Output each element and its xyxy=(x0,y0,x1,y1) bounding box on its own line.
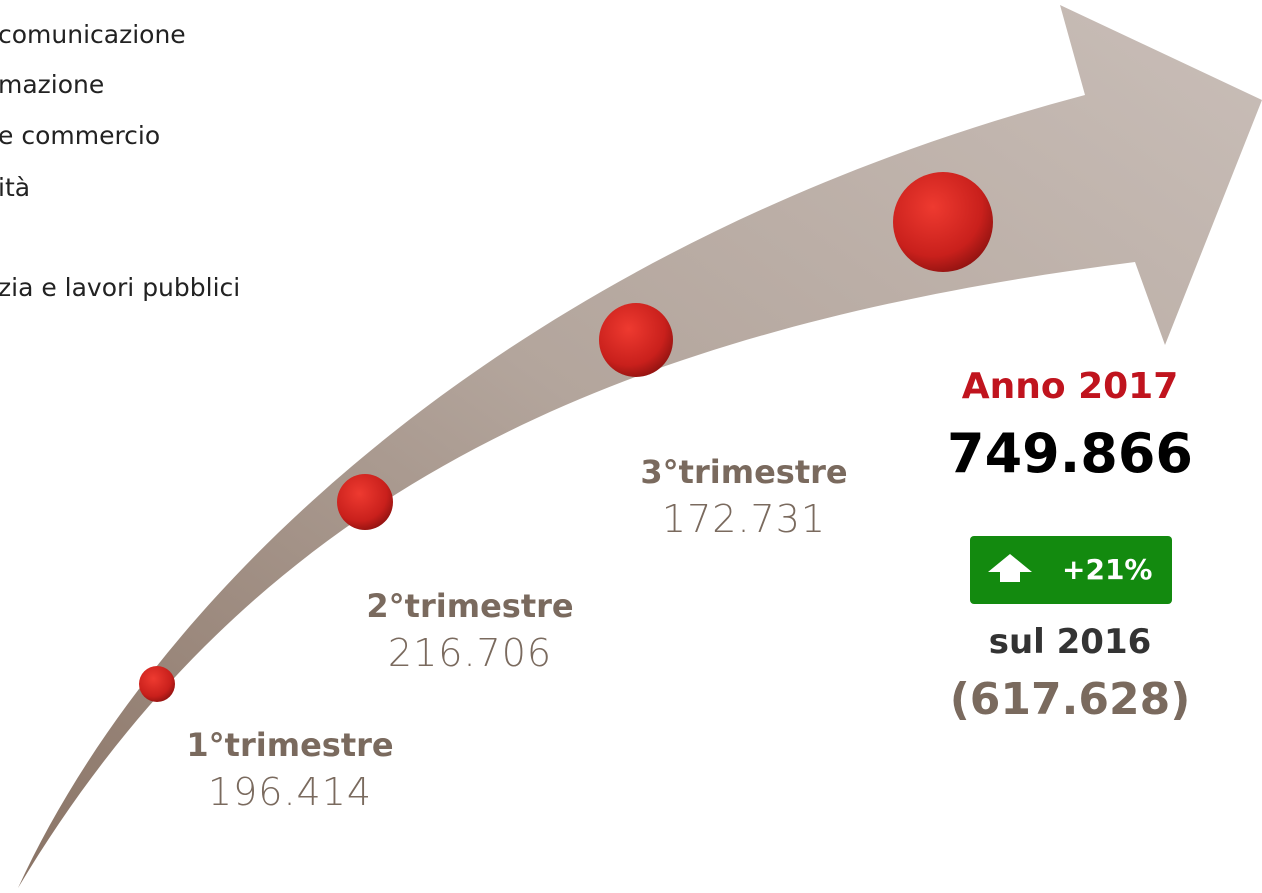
milestone-dot xyxy=(337,474,393,530)
page: comunicazione mazione e commercio ità zi… xyxy=(0,0,1262,893)
milestone-label: 2°trimestre xyxy=(310,584,630,628)
list-item: zia e lavori pubblici xyxy=(0,275,240,300)
summary-title: Anno 2017 xyxy=(920,366,1220,407)
milestone-dot xyxy=(893,172,993,272)
milestone-value: 196.414 xyxy=(130,767,450,817)
up-icon xyxy=(980,536,1040,604)
milestone-label: 1°trimestre xyxy=(130,723,450,767)
summary-total: 749.866 xyxy=(920,422,1220,485)
milestone: 3°trimestre 172.731 xyxy=(584,450,904,544)
change-badge: +21% xyxy=(970,536,1172,604)
milestone: 1°trimestre 196.414 xyxy=(130,723,450,817)
previous-value: (617.628) xyxy=(920,674,1220,725)
list-item: mazione xyxy=(0,72,104,97)
comparison-label: sul 2016 xyxy=(920,622,1220,662)
change-value: +21% xyxy=(1062,553,1152,586)
milestone-dot xyxy=(599,303,673,377)
milestone-value: 172.731 xyxy=(584,494,904,544)
milestone-dot xyxy=(139,666,175,702)
list-item: comunicazione xyxy=(0,22,186,47)
list-item: ità xyxy=(0,175,30,200)
milestone: 2°trimestre 216.706 xyxy=(310,584,630,678)
milestone-label: 3°trimestre xyxy=(584,450,904,494)
list-item: e commercio xyxy=(0,123,160,148)
milestone-value: 216.706 xyxy=(310,628,630,678)
